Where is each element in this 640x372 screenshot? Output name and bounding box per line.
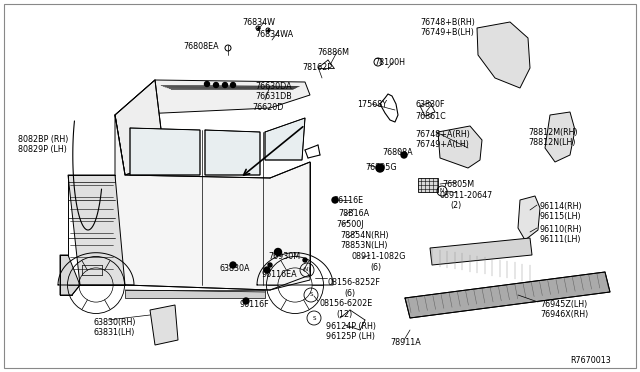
Text: 76630DA: 76630DA	[255, 82, 292, 91]
Text: 63830A: 63830A	[220, 264, 250, 273]
Circle shape	[243, 298, 249, 304]
Polygon shape	[477, 22, 530, 88]
Polygon shape	[405, 272, 610, 318]
Circle shape	[275, 248, 282, 256]
Polygon shape	[545, 112, 575, 162]
Circle shape	[401, 152, 407, 158]
Bar	[418, 178, 438, 192]
Text: 96110(RH): 96110(RH)	[540, 225, 582, 234]
Circle shape	[332, 197, 338, 203]
Text: 96114(RH): 96114(RH)	[540, 202, 582, 211]
Text: 76808EA: 76808EA	[183, 42, 219, 51]
Text: 78853N(LH): 78853N(LH)	[340, 241, 387, 250]
Text: 76749+B(LH): 76749+B(LH)	[420, 28, 474, 37]
Text: 76500J: 76500J	[336, 220, 364, 229]
Text: 96116E: 96116E	[334, 196, 364, 205]
Text: 78812N(LH): 78812N(LH)	[528, 138, 575, 147]
Text: S: S	[312, 315, 316, 321]
Text: 63830F: 63830F	[415, 100, 445, 109]
Text: 76748+A(RH): 76748+A(RH)	[415, 130, 470, 139]
Text: 08156-6202E: 08156-6202E	[320, 299, 373, 308]
Text: 78B16A: 78B16A	[338, 209, 369, 218]
Text: 78911A: 78911A	[390, 338, 420, 347]
Text: 80829P (LH): 80829P (LH)	[18, 145, 67, 154]
Text: 76834W: 76834W	[242, 18, 275, 27]
Circle shape	[264, 267, 270, 273]
Polygon shape	[438, 126, 482, 168]
Text: 8082BP (RH): 8082BP (RH)	[18, 135, 68, 144]
Circle shape	[303, 258, 307, 262]
Bar	[125, 290, 265, 298]
Text: (6): (6)	[370, 263, 381, 272]
Polygon shape	[265, 118, 305, 160]
Text: 63831(LH): 63831(LH)	[94, 328, 136, 337]
Text: 76805M: 76805M	[442, 180, 474, 189]
Text: 76749+A(LH): 76749+A(LH)	[415, 140, 469, 149]
Text: (6): (6)	[344, 289, 355, 298]
Polygon shape	[150, 305, 178, 345]
Text: 96124P (RH): 96124P (RH)	[326, 322, 376, 331]
Text: 08156-8252F: 08156-8252F	[328, 278, 381, 287]
Text: 76620D: 76620D	[252, 103, 284, 112]
Text: S: S	[309, 292, 313, 298]
Text: 76748+B(RH): 76748+B(RH)	[420, 18, 475, 27]
Circle shape	[230, 262, 236, 268]
Polygon shape	[130, 128, 200, 175]
Polygon shape	[115, 80, 310, 115]
Polygon shape	[430, 238, 532, 265]
Text: 76834WA: 76834WA	[255, 30, 293, 39]
Text: 78162P: 78162P	[302, 63, 332, 72]
Circle shape	[268, 263, 272, 267]
Text: 08911-20647: 08911-20647	[440, 191, 493, 200]
Text: 78100H: 78100H	[374, 58, 405, 67]
Text: 96116F: 96116F	[240, 300, 269, 309]
Polygon shape	[60, 255, 80, 295]
Text: 76945Z(LH): 76945Z(LH)	[540, 300, 588, 309]
Text: R7670013: R7670013	[570, 356, 611, 365]
Text: 96111(LH): 96111(LH)	[540, 235, 582, 244]
Text: 76946X(RH): 76946X(RH)	[540, 310, 588, 319]
Polygon shape	[115, 80, 165, 175]
Text: 96116EA: 96116EA	[262, 270, 298, 279]
Circle shape	[230, 83, 236, 87]
Polygon shape	[518, 196, 540, 240]
Circle shape	[223, 83, 227, 87]
Circle shape	[376, 164, 384, 172]
Text: 96115(LH): 96115(LH)	[540, 212, 582, 221]
Text: 76895G: 76895G	[365, 163, 397, 172]
Text: (12): (12)	[336, 310, 352, 319]
Polygon shape	[115, 115, 310, 290]
Text: 17568Y: 17568Y	[357, 100, 387, 109]
Text: 76886M: 76886M	[317, 48, 349, 57]
Text: 76631DB: 76631DB	[255, 92, 292, 101]
Circle shape	[214, 83, 218, 87]
Text: 78854N(RH): 78854N(RH)	[340, 231, 388, 240]
Polygon shape	[205, 130, 260, 175]
Text: 76808A: 76808A	[382, 148, 413, 157]
Text: 76861C: 76861C	[415, 112, 445, 121]
Circle shape	[205, 81, 209, 87]
Text: 96125P (LH): 96125P (LH)	[326, 332, 375, 341]
Text: 76930M: 76930M	[268, 252, 300, 261]
Polygon shape	[68, 175, 125, 285]
Text: (N): (N)	[303, 267, 311, 273]
Text: N: N	[440, 189, 444, 193]
Text: 63830(RH): 63830(RH)	[94, 318, 136, 327]
Text: 08911-1082G: 08911-1082G	[352, 252, 406, 261]
Text: 78812M(RH): 78812M(RH)	[528, 128, 578, 137]
Text: (2): (2)	[450, 201, 461, 210]
